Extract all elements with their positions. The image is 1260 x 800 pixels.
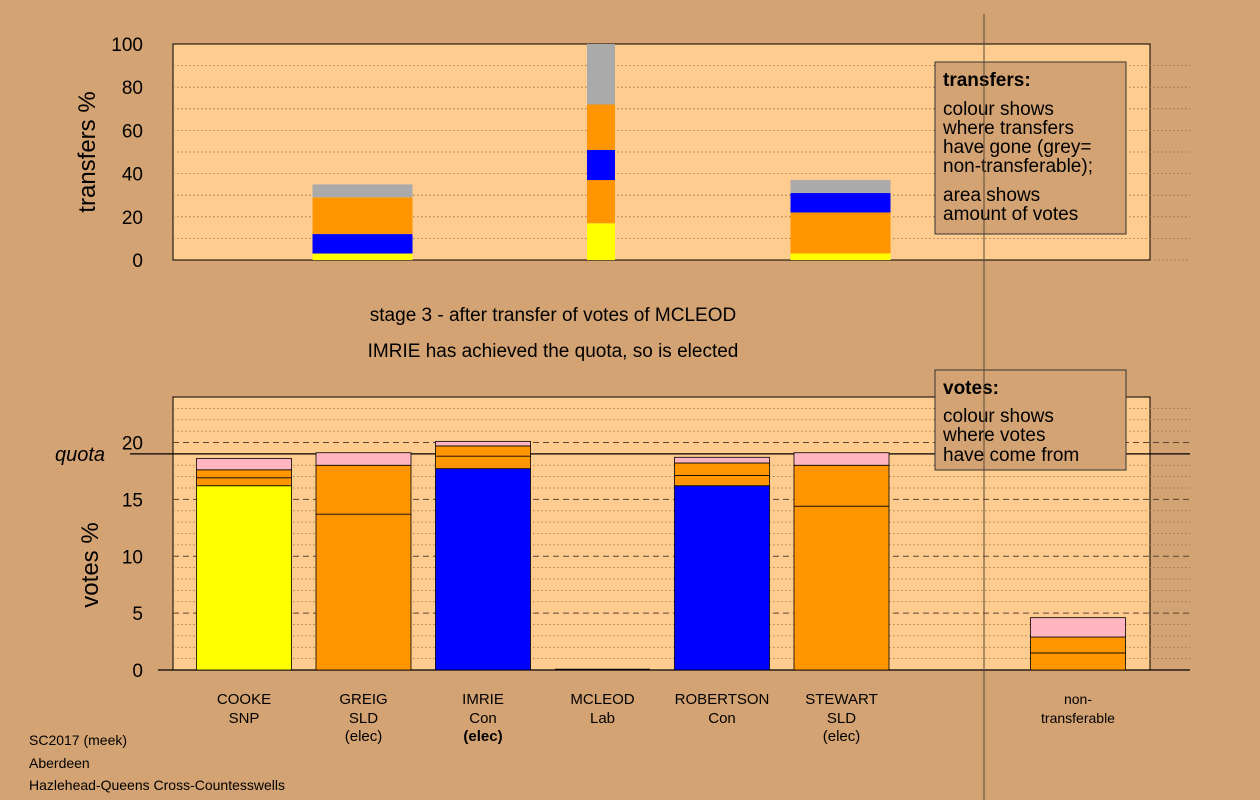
- transfer-bar-segment: [790, 253, 891, 260]
- vote-bar-segment: [315, 452, 412, 466]
- transfers-legend-line-1: colour shows: [943, 99, 1054, 120]
- transfers-y-tick-label: 100: [111, 35, 143, 56]
- transfers-legend-line-3: have gone (grey=: [943, 137, 1091, 158]
- candidate-party: Lab: [590, 710, 615, 727]
- candidate-status: (elec): [345, 728, 383, 745]
- vote-bar-segment: [196, 477, 292, 487]
- candidate-party: transferable: [1041, 710, 1115, 726]
- vote-bar-segment: [435, 468, 531, 671]
- transfer-bar-segment: [587, 104, 615, 150]
- vote-bar-segment: [1030, 652, 1126, 671]
- vote-bar-segment: [1030, 636, 1126, 654]
- footer-line-2: Aberdeen: [29, 755, 90, 771]
- transfer-bar-segment: [312, 184, 413, 198]
- transfers-y-tick-label: 0: [132, 251, 143, 272]
- transfers-legend-title: transfers:: [943, 70, 1031, 91]
- vote-bar-segment: [674, 456, 770, 464]
- transfer-bar-segment: [312, 197, 413, 235]
- candidate-party: SLD: [827, 710, 856, 727]
- stage-title: stage 3 - after transfer of votes of MCL…: [370, 305, 736, 326]
- candidate-party: SLD: [349, 710, 378, 727]
- vote-bar-segment: [674, 462, 770, 476]
- transfer-bar-segment: [587, 44, 615, 105]
- candidate-name: IMRIE: [462, 691, 504, 708]
- candidate-name: non-: [1064, 691, 1092, 707]
- vote-bar-segment: [674, 485, 770, 671]
- quota-label: quota: [55, 444, 105, 466]
- votes-bars: [196, 440, 1126, 671]
- transfers-bars: [312, 44, 891, 260]
- vote-bar-segment: [793, 464, 890, 507]
- vote-bar-segment: [1030, 617, 1126, 638]
- transfers-y-tick-label: 40: [122, 165, 143, 186]
- votes-x-labels: COOKESNPGREIGSLD(elec)IMRIECon(elec)MCLE…: [217, 691, 1115, 745]
- transfers-legend-line-4: non-transferable);: [943, 156, 1093, 177]
- transfers-legend-line-2: where transfers: [942, 118, 1074, 139]
- candidate-status: (elec): [823, 728, 861, 745]
- vote-bar-segment: [196, 458, 292, 471]
- transfers-legend-line-6: amount of votes: [943, 204, 1078, 225]
- vote-bar-segment: [196, 469, 292, 479]
- transfer-bar-segment: [587, 149, 615, 181]
- vote-bar-segment: [315, 513, 412, 671]
- votes-legend-line-2: where votes: [942, 425, 1045, 446]
- transfers-y-tick-label: 60: [122, 121, 143, 142]
- transfer-bar-segment: [587, 180, 615, 224]
- transfer-bar-segment: [312, 253, 413, 260]
- transfer-bar-segment: [790, 212, 891, 254]
- votes-legend-line-1: colour shows: [943, 406, 1054, 427]
- vote-bar-segment: [435, 440, 531, 447]
- vote-bar-segment: [793, 452, 890, 466]
- votes-y-tick-label: 0: [132, 661, 143, 682]
- vote-bar-segment: [196, 485, 292, 671]
- votes-legend: votes: colour shows where votes have com…: [934, 369, 1127, 471]
- transfers-y-axis-label: transfers %: [74, 91, 101, 212]
- stage-note: IMRIE has achieved the quota, so is elec…: [368, 341, 739, 362]
- transfers-y-tick-label: 80: [122, 78, 143, 99]
- footer-line-1: SC2017 (meek): [29, 732, 127, 748]
- transfer-bar-segment: [790, 193, 891, 213]
- transfer-bar-segment: [587, 223, 615, 260]
- transfer-bar-segment: [790, 180, 891, 194]
- candidate-party: Con: [469, 710, 497, 727]
- candidate-status: (elec): [463, 728, 502, 745]
- vote-bar-segment: [435, 455, 531, 470]
- vote-bar-segment: [315, 464, 412, 515]
- transfers-y-ticks: 0 20 40 60 80 100: [111, 35, 143, 272]
- vote-bar-segment: [435, 445, 531, 457]
- vote-bar-segment: [674, 475, 770, 487]
- transfers-legend: transfers: colour shows where transfers …: [934, 61, 1127, 235]
- votes-y-axis-label: votes %: [77, 522, 104, 607]
- votes-y-tick-label: 20: [122, 434, 143, 455]
- candidate-name: ROBERTSON: [675, 691, 770, 708]
- votes-legend-title: votes:: [943, 378, 999, 399]
- candidate-name: STEWART: [805, 691, 878, 708]
- vote-bar-segment: [793, 505, 890, 671]
- candidate-name: MCLEOD: [570, 691, 634, 708]
- transfers-legend-box: [934, 61, 1127, 235]
- candidate-party: SNP: [229, 710, 260, 727]
- votes-y-ticks: 0 5 10 15 20: [122, 434, 143, 683]
- votes-y-tick-label: 5: [132, 604, 143, 625]
- votes-legend-box: [934, 369, 1127, 471]
- candidate-name: GREIG: [339, 691, 387, 708]
- votes-legend-line-3: have come from: [943, 445, 1079, 466]
- transfer-bar-segment: [312, 234, 413, 254]
- candidate-name: COOKE: [217, 691, 271, 708]
- footer-line-3: Hazlehead-Queens Cross-Countesswells: [29, 777, 285, 793]
- transfers-legend-line-5: area shows: [943, 185, 1040, 206]
- votes-y-tick-label: 10: [122, 547, 143, 568]
- transfers-y-tick-label: 20: [122, 208, 143, 229]
- candidate-party: Con: [708, 710, 736, 727]
- votes-y-tick-label: 15: [122, 490, 143, 511]
